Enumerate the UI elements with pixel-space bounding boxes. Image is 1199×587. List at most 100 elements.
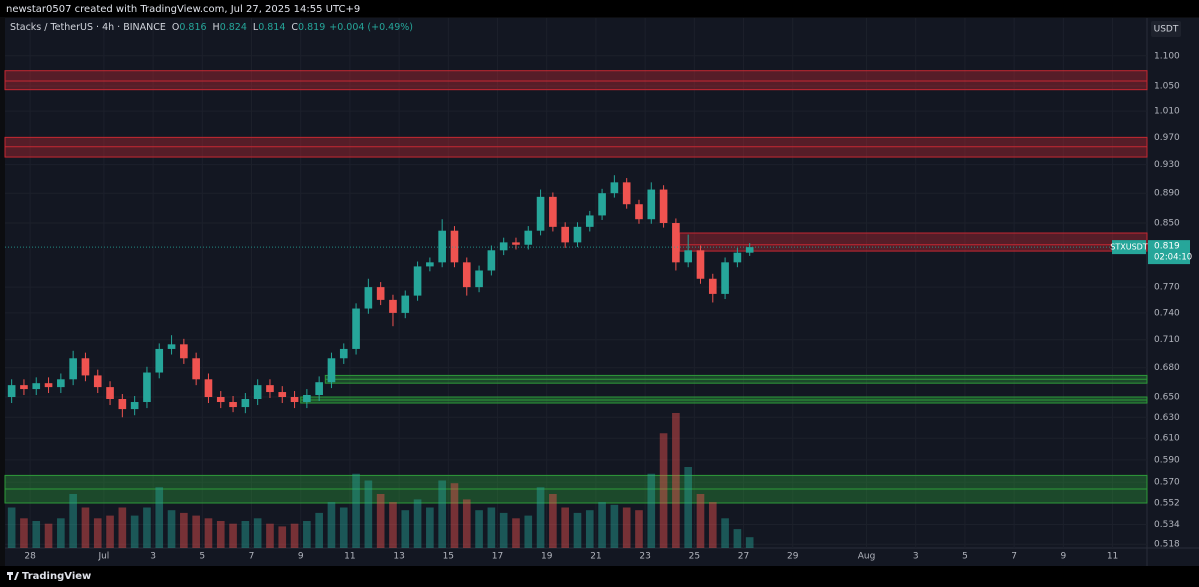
tv-logo (7, 572, 19, 580)
y-tick-label: 0.740 (1154, 308, 1180, 318)
ohlc-value: 0.824 (220, 22, 247, 33)
volume-bar (352, 473, 360, 548)
volume-bar (721, 518, 729, 548)
volume (7, 413, 754, 548)
candle-body (549, 196, 557, 227)
x-tick-label: 19 (541, 552, 553, 562)
volume-bar (69, 494, 77, 548)
volume-bar (143, 507, 151, 548)
price-box (1148, 240, 1190, 265)
candle-body (462, 262, 471, 288)
volume-bar (192, 515, 200, 548)
candle-body (143, 372, 151, 403)
candle-body (69, 358, 77, 380)
candle-body (20, 385, 28, 390)
countdown: 02:04:10 (1154, 253, 1192, 263)
time-axis (5, 548, 1147, 566)
x-tick-label: 17 (492, 552, 503, 562)
x-tick-label: 27 (738, 552, 749, 562)
volume-bar (708, 502, 717, 548)
candle-body (167, 344, 176, 349)
candle-body (389, 299, 397, 313)
volume-bar (389, 502, 397, 548)
y-tick-label: 0.890 (1154, 189, 1180, 199)
candle-body (622, 182, 631, 205)
ticker: STXUSDT (1110, 243, 1148, 252)
volume-bar (364, 480, 373, 548)
symbol: Stacks / TetherUS · 4h · BINANCE (10, 22, 166, 33)
candle-body (524, 230, 533, 245)
volume-bar (696, 494, 705, 548)
ohlc-label: C (291, 22, 298, 33)
volume-bar (598, 502, 606, 548)
x-tick-label: 25 (689, 552, 700, 562)
y-tick-label: 0.552 (1154, 499, 1180, 509)
y-tick-label: 1.010 (1154, 107, 1180, 117)
volume-bar (610, 504, 619, 548)
volume-bar (401, 510, 410, 548)
candle-body (413, 266, 422, 296)
ohlc-value: 0.816 (179, 22, 206, 33)
x-tick-label: 7 (249, 552, 255, 562)
volume-bar (155, 487, 164, 548)
volume-bar (118, 507, 127, 548)
x-tick-label: 23 (639, 552, 650, 562)
author-line: newstar0507 created with TradingView.com… (6, 4, 360, 15)
candle-body (438, 230, 446, 263)
candle-body (57, 379, 65, 388)
currency: USDT (1154, 25, 1179, 35)
volume-bar (376, 494, 385, 548)
x-tick-label: 11 (1107, 552, 1118, 562)
candle-body (585, 215, 594, 227)
candle-body (44, 383, 53, 388)
volume-bar (745, 537, 754, 548)
volume-bar (647, 473, 656, 548)
volume-bar (57, 518, 65, 548)
x-tick-label: 28 (24, 552, 36, 562)
candle-body (450, 230, 459, 263)
y-tick-label: 0.534 (1154, 520, 1180, 530)
candle-body (426, 262, 434, 267)
candle-body (364, 287, 373, 309)
ohlc-label: O (172, 22, 179, 33)
candles (7, 175, 754, 418)
candle-body (229, 402, 237, 408)
top-bar (0, 0, 1199, 17)
candle-body (93, 375, 102, 388)
last-price: 0.819 (1154, 242, 1180, 252)
volume-bar (204, 518, 213, 548)
candle-body (192, 358, 200, 380)
volume-bar (266, 523, 274, 548)
volume-bar (438, 480, 446, 548)
candle-body (32, 383, 41, 390)
candle-body (696, 250, 705, 279)
candle-body (118, 399, 127, 410)
y-tick-label: 0.590 (1154, 455, 1180, 465)
candle-body (327, 358, 336, 383)
volume-bar (315, 512, 323, 548)
candle-body (339, 348, 348, 359)
candle-body (536, 196, 545, 231)
volume-bar (229, 523, 237, 548)
candle-body (106, 387, 114, 400)
ohlc-value: 0.814 (258, 22, 285, 33)
x-tick-label: 21 (590, 552, 601, 562)
y-tick-label: 0.680 (1154, 363, 1180, 373)
volume-bar (499, 512, 508, 548)
candle-body (130, 402, 139, 410)
volume-bar (413, 499, 422, 548)
zone (4, 70, 1148, 91)
legend: Stacks / TetherUS · 4h · BINANCE O0.816 H0… (10, 22, 413, 33)
x-tick-label: 15 (443, 552, 454, 562)
candle-body (81, 358, 90, 376)
currency-box[interactable] (1151, 21, 1181, 37)
x-tick-label: 3 (150, 552, 156, 562)
candle-body (708, 278, 717, 294)
volume-bar (253, 518, 262, 548)
candle-body (512, 242, 520, 245)
volume-bar (475, 510, 483, 548)
ohlc-label: L (253, 22, 259, 33)
candle-body (659, 189, 668, 224)
candle-body (253, 385, 262, 400)
y-tick-label: 0.570 (1154, 478, 1180, 488)
